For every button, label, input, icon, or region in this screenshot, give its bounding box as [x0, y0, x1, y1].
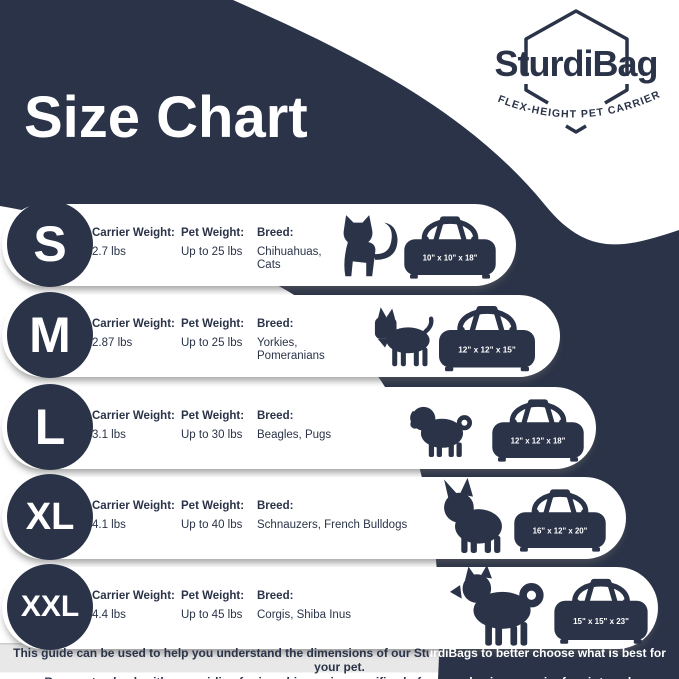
carrier-dimensions: 16" x 12" x 20" [533, 527, 588, 536]
pet-weight-value: Up to 30 lbs [181, 429, 243, 441]
footer-disclaimer-light: This guide can be used to help you under… [429, 645, 679, 679]
carrier-weight-label: Carrier Weight: [92, 227, 175, 239]
carrier-body [404, 239, 496, 275]
carrier-strap [421, 219, 479, 244]
breed-label: Breed: [257, 318, 294, 330]
carrier-dimensions: 15" x 15" x 23" [573, 617, 629, 626]
breed-value-line1: Yorkies, [257, 337, 298, 349]
pet-weight-value: Up to 25 lbs [181, 246, 243, 258]
breed-value-line1: Chihuahuas, [257, 246, 322, 258]
breed-label: Breed: [257, 410, 294, 422]
size-badge-xxl: XXL [7, 564, 93, 650]
carrier-weight-value: 3.1 lbs [92, 429, 126, 441]
carrier-weight-column: Carrier Weight: 4.1 lbs [92, 477, 175, 532]
pet-weight-value: Up to 40 lbs [181, 519, 243, 531]
breed-column: Breed: Yorkies, Pomeranians [257, 295, 325, 363]
carrier-weight-value: 4.4 lbs [92, 609, 126, 621]
cat-icon [343, 215, 398, 277]
pet-weight-column: Pet Weight: Up to 25 lbs [181, 295, 244, 350]
size-letter: L [34, 399, 66, 455]
carrier-weight-column: Carrier Weight: 3.1 lbs [92, 387, 175, 442]
carrier-icon: 10" x 10" x 18" [404, 216, 496, 279]
size-badge-l: L [7, 384, 93, 470]
size-letter: XL [25, 496, 75, 538]
brand-logo: SturdiBag FLEX-HEIGHT PET CARRIER [486, 6, 668, 156]
carrier-dimensions: 10" x 10" x 18" [423, 254, 478, 263]
size-letter: M [29, 307, 71, 363]
carrier-dimensions: 12" x 12" x 18" [511, 437, 566, 446]
pet-weight-value: Up to 25 lbs [181, 337, 243, 349]
pet-weight-label: Pet Weight: [181, 410, 245, 422]
size-badge-xl: XL [7, 474, 93, 560]
pet-weight-column: Pet Weight: Up to 45 lbs [181, 567, 244, 622]
pug-icon [410, 406, 473, 458]
breed-column: Breed: Beagles, Pugs [257, 387, 331, 442]
pet-weight-label: Pet Weight: [181, 227, 245, 239]
yorkie-icon [374, 307, 434, 367]
footer-line-1: This guide can be used to help you under… [13, 646, 666, 674]
breed-value-line2: Pomeranians [257, 350, 325, 362]
breed-value: Schnauzers, French Bulldogs [257, 519, 408, 531]
page-title: Size Chart [24, 85, 308, 150]
carrier-icon: 15" x 15" x 23" [554, 578, 648, 644]
row-pill [2, 567, 658, 649]
shiba-tail [519, 583, 544, 608]
pet-weight-column: Pet Weight: Up to 30 lbs [181, 387, 244, 442]
pet-weight-column: Pet Weight: Up to 25 lbs [181, 204, 244, 259]
brand-tagline: FLEX-HEIGHT PET CARRIER [496, 88, 661, 120]
carrier-icon: 12" x 12" x 18" [492, 399, 584, 462]
size-letter: XXL [20, 590, 80, 623]
breed-label: Breed: [257, 500, 294, 512]
footer-line-2: Be sure to check with your airline for i… [429, 675, 679, 679]
breed-column: Breed: Corgis, Shiba Inus [257, 567, 351, 622]
breed-column: Breed: Schnauzers, French Bulldogs [257, 477, 407, 532]
footer-line-1: This guide can be used to help you under… [429, 646, 679, 674]
carrier-icon: 16" x 12" x 20" [514, 489, 606, 552]
pet-weight-label: Pet Weight: [181, 318, 245, 330]
size-badge-s: S [7, 201, 93, 287]
french-bulldog-icon [444, 477, 502, 553]
carrier-weight-label: Carrier Weight: [92, 500, 175, 512]
carrier-weight-column: Carrier Weight: 4.4 lbs [92, 567, 175, 622]
carrier-weight-column: Carrier Weight: 2.7 lbs [92, 204, 175, 259]
shiba-inu-icon [449, 565, 544, 646]
size-row-l: L Carrier Weight: 3.1 lbs Pet Weight: Up… [0, 384, 679, 470]
size-row-s: S Carrier Weight: 2.7 lbs Pet Weight: Up… [0, 201, 679, 287]
size-letter: S [33, 216, 67, 272]
carrier-weight-value: 2.7 lbs [92, 246, 126, 258]
carrier-icon: 12" x 12" x 15" [439, 306, 535, 372]
pet-weight-label: Pet Weight: [181, 500, 245, 512]
footer-line-2: Be sure to check with your airline for i… [0, 675, 429, 679]
brand-name: SturdiBag [494, 43, 657, 84]
footer-disclaimer: This guide can be used to help you under… [0, 645, 666, 679]
pug-tail [456, 415, 473, 431]
pet-weight-value: Up to 45 lbs [181, 609, 243, 621]
pet-weight-column: Pet Weight: Up to 40 lbs [181, 477, 244, 532]
carrier-weight-label: Carrier Weight: [92, 590, 175, 602]
breed-label: Breed: [257, 227, 294, 239]
breed-value: Beagles, Pugs [257, 429, 332, 441]
carrier-weight-label: Carrier Weight: [92, 318, 175, 330]
brand-logo-graphic: SturdiBag FLEX-HEIGHT PET CARRIER [494, 9, 662, 134]
breed-column: Breed: Chihuahuas, Cats [257, 204, 322, 272]
brand-tagline-text: FLEX-HEIGHT PET CARRIER [496, 88, 662, 120]
size-badge-m: M [7, 292, 93, 378]
carrier-weight-value: 2.87 lbs [92, 337, 133, 349]
breed-value-line2: Cats [257, 259, 281, 271]
size-row-xxl: XXL Carrier Weight: 4.4 lbs Pet Weight: … [0, 564, 679, 650]
carrier-dimensions: 12" x 12" x 15" [458, 346, 516, 355]
hexagon-icon [524, 9, 629, 134]
carrier-weight-value: 4.1 lbs [92, 519, 126, 531]
pet-weight-label: Pet Weight: [181, 590, 245, 602]
carrier-weight-column: Carrier Weight: 2.87 lbs [92, 295, 175, 350]
yorkie-tail [423, 316, 434, 334]
size-row-m: M Carrier Weight: 2.87 lbs Pet Weight: U… [0, 292, 679, 378]
carrier-weight-label: Carrier Weight: [92, 410, 175, 422]
breed-label: Breed: [257, 590, 294, 602]
breed-value: Corgis, Shiba Inus [257, 609, 351, 621]
size-row-xl: XL Carrier Weight: 4.1 lbs Pet Weight: U… [0, 474, 679, 560]
